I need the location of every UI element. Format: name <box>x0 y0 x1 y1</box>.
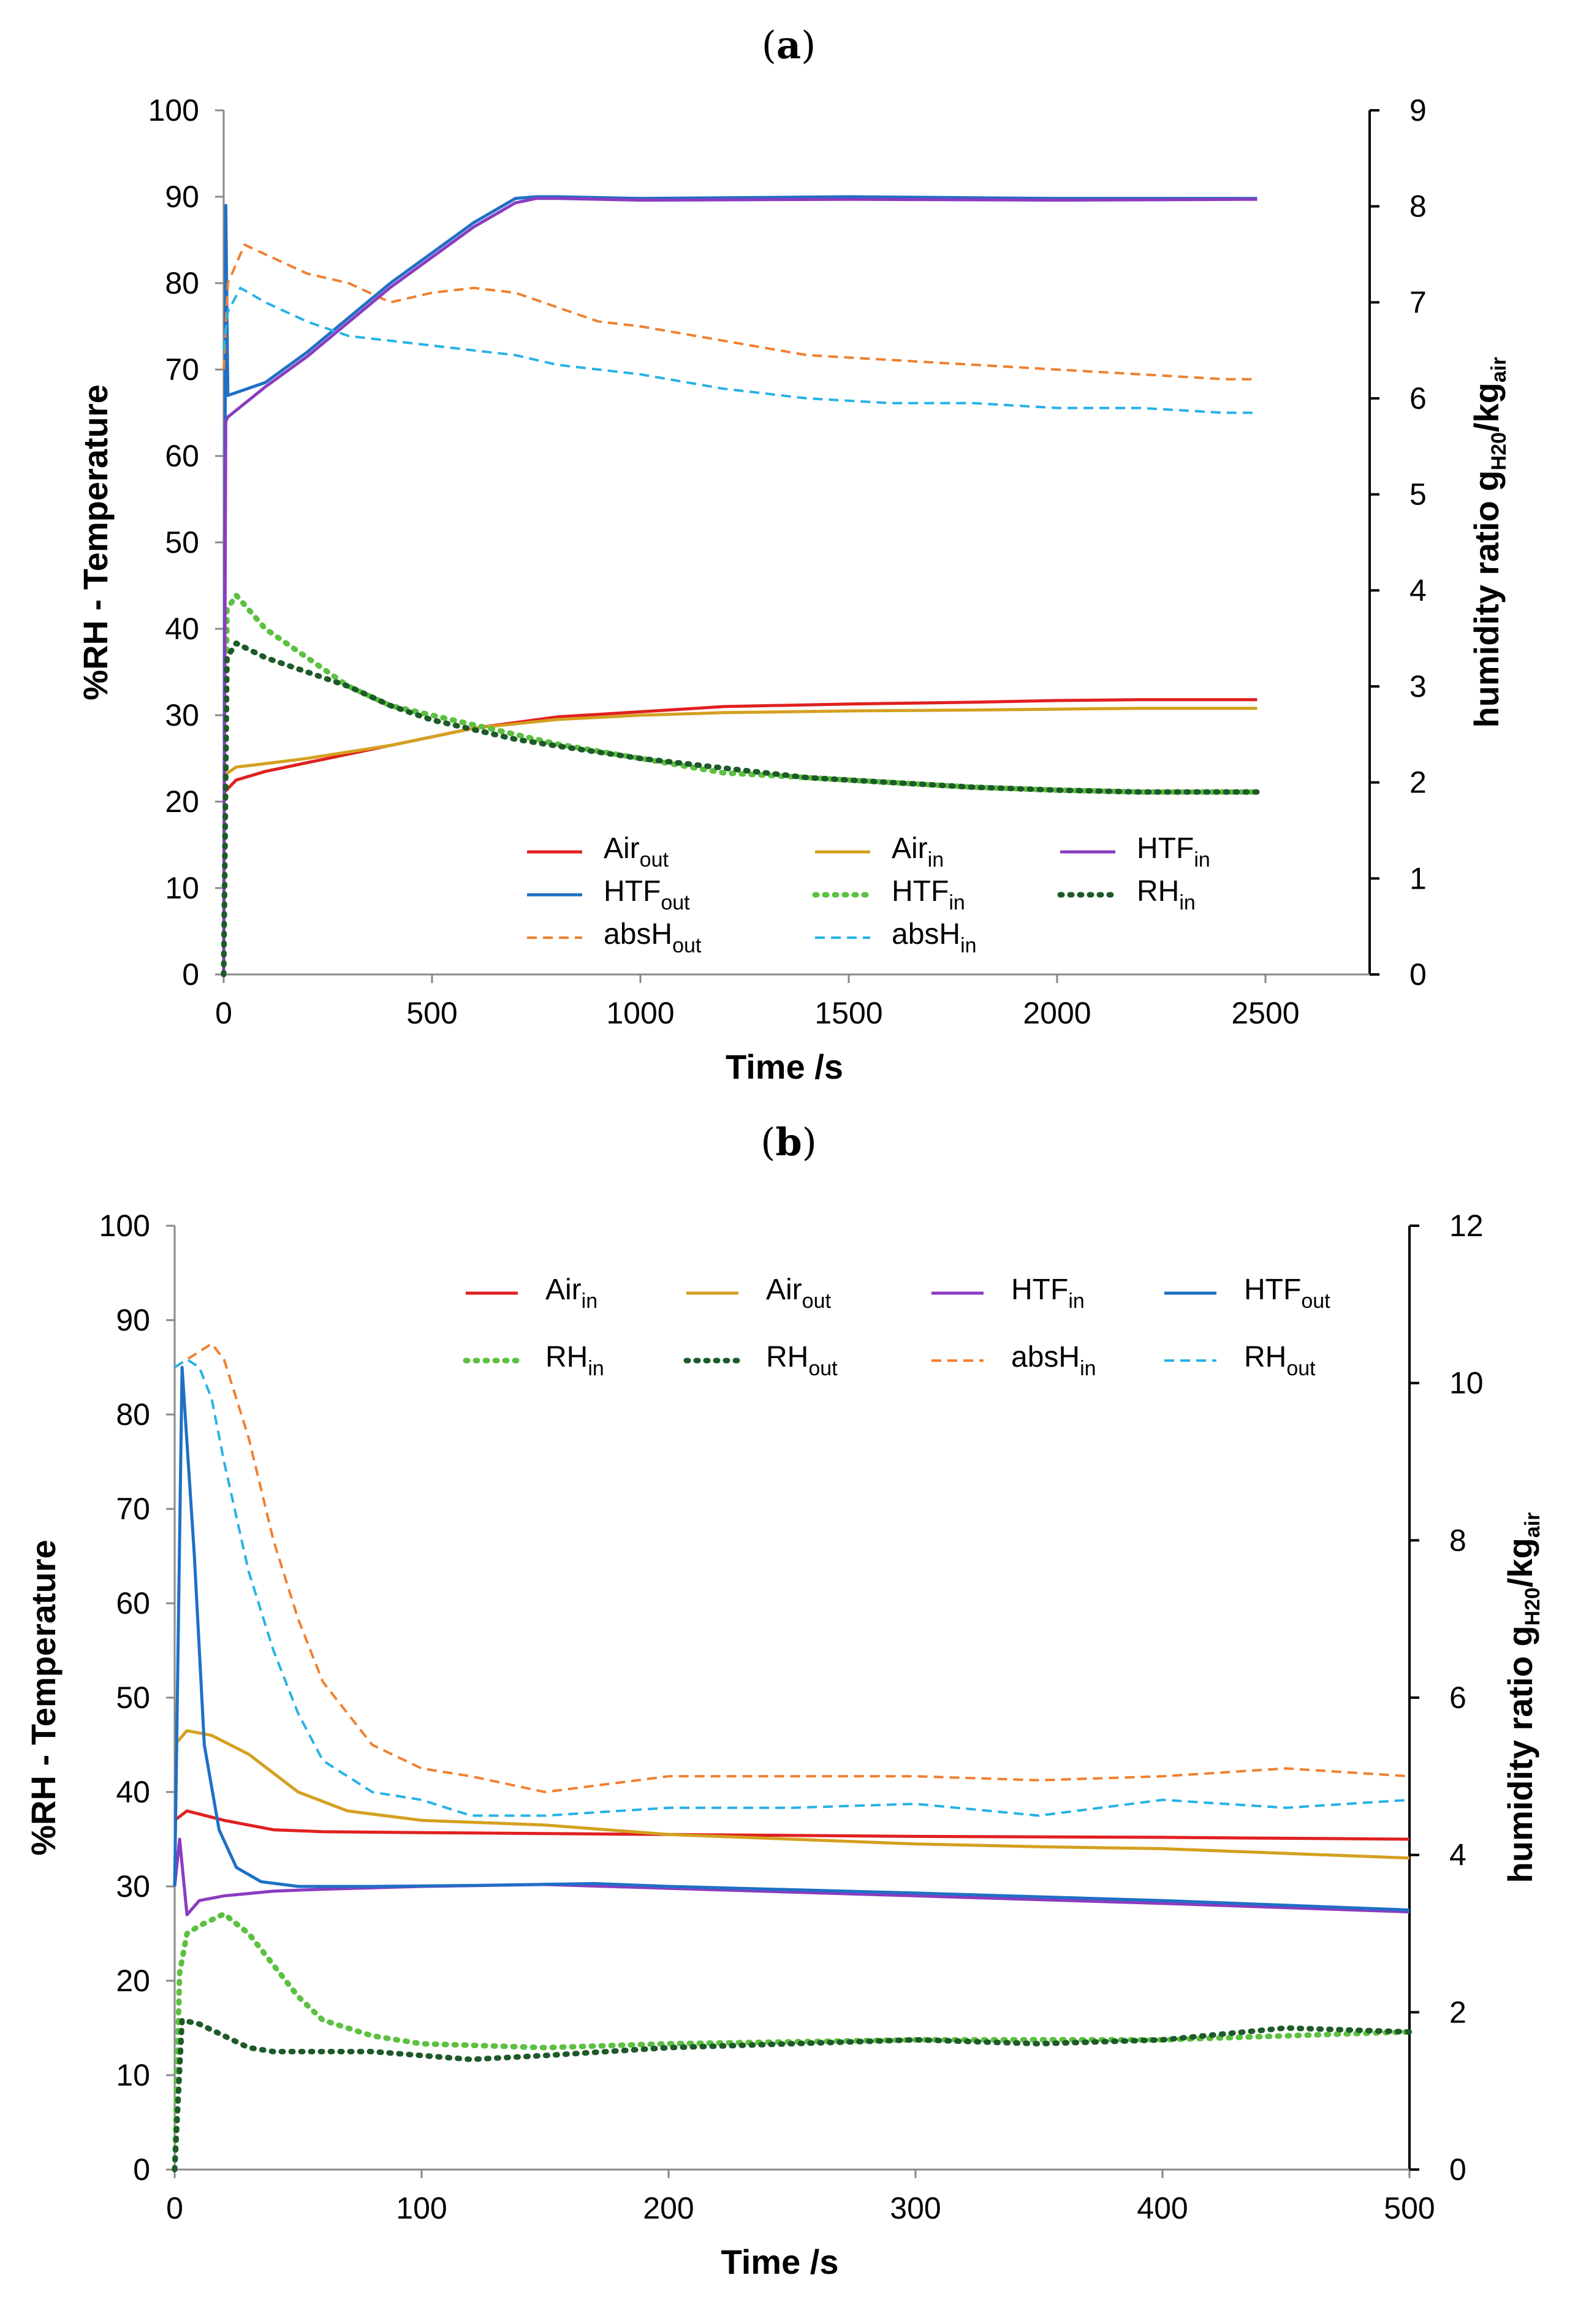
legend-label: HTFin <box>1137 832 1210 872</box>
series-line-rh-out <box>172 2017 1413 2173</box>
y2-tick-label: 9 <box>1409 93 1427 127</box>
y-tick-label: 60 <box>165 439 199 473</box>
y2-tick-label: 8 <box>1449 1523 1466 1557</box>
legend-label: Airin <box>545 1274 597 1313</box>
y2-tick-label: 3 <box>1409 669 1427 704</box>
y2-axis-title: humidity ratio gH20/kgair <box>1467 357 1511 728</box>
y-tick-label: 100 <box>148 93 199 127</box>
x-tick-label: 400 <box>1137 2191 1188 2225</box>
y-tick-label: 80 <box>165 266 199 300</box>
x-tick-label: 0 <box>166 2191 183 2225</box>
y-tick-label: 90 <box>116 1303 150 1337</box>
y2-tick-label: 10 <box>1449 1366 1484 1400</box>
y-tick-label: 10 <box>116 2058 150 2092</box>
x-tick-label: 2500 <box>1231 996 1299 1030</box>
panel-b-label: (b) <box>761 1120 817 1164</box>
x-tick-label: 200 <box>643 2191 694 2225</box>
legend-label: RHout <box>766 1341 838 1380</box>
y-tick-label: 90 <box>165 180 199 214</box>
x-tick-label: 2000 <box>1023 996 1091 1030</box>
legend-label: Airin <box>892 832 944 872</box>
legend-label: HTFin <box>1011 1274 1085 1313</box>
y-tick-label: 0 <box>182 957 199 992</box>
y-tick-label: 70 <box>165 352 199 387</box>
y-tick-label: 20 <box>116 1964 150 1998</box>
series-line-absh-in <box>222 286 1257 414</box>
series-line-absh-in <box>173 1342 1410 1793</box>
y2-tick-label: 2 <box>1449 1995 1466 2029</box>
legend-label: absHin <box>1011 1341 1096 1380</box>
x-tick-label: 300 <box>890 2191 941 2225</box>
y-axis-title: %RH - Temperature <box>76 384 115 701</box>
x-tick-label: 0 <box>215 996 232 1030</box>
legend-label: RHin <box>1137 875 1196 914</box>
y2-tick-label: 5 <box>1409 477 1427 512</box>
series-line-rh-in <box>221 640 1260 978</box>
y2-axis-title: humidity ratio gH20/kgair <box>1501 1513 1544 1883</box>
y-tick-label: 50 <box>165 525 199 560</box>
legend-label: Airout <box>604 832 669 872</box>
legend-label: absHout <box>604 918 702 957</box>
y-tick-label: 10 <box>165 871 199 905</box>
y-tick-label: 20 <box>165 784 199 819</box>
series-line-rh-out <box>173 1358 1410 1817</box>
y-tick-label: 50 <box>116 1680 150 1715</box>
y2-tick-label: 8 <box>1409 189 1427 224</box>
legend-label: RHout <box>1244 1341 1316 1380</box>
series-line-htf-in <box>222 197 1257 975</box>
y-tick-label: 40 <box>116 1775 150 1809</box>
series-line-air-out <box>222 698 1257 794</box>
x-tick-label: 1000 <box>606 996 674 1030</box>
y2-tick-label: 6 <box>1449 1680 1466 1715</box>
y-tick-label: 80 <box>116 1397 150 1432</box>
series-line-htf-out <box>173 1365 1410 1912</box>
y-tick-label: 60 <box>116 1586 150 1620</box>
y-tick-label: 30 <box>116 1869 150 1904</box>
x-tick-label: 500 <box>1384 2191 1435 2225</box>
legend-label: HTFout <box>604 875 690 914</box>
legend-label: absHin <box>892 918 977 957</box>
chart-panel-a: 0 500 1000 1500 2000 250001020304050607080901… <box>76 93 1511 1086</box>
y-tick-label: 100 <box>99 1209 150 1243</box>
series-line-air-in <box>173 1809 1410 1841</box>
y2-tick-label: 12 <box>1449 1209 1484 1243</box>
legend-label: HTFin <box>892 875 965 914</box>
y2-tick-label: 2 <box>1409 765 1427 800</box>
panel-a-label: (a) <box>762 23 816 67</box>
x-axis-title: Time /s <box>726 1047 843 1086</box>
y2-tick-label: 4 <box>1409 573 1427 607</box>
y2-tick-label: 7 <box>1409 285 1427 319</box>
x-tick-label: 500 <box>406 996 457 1030</box>
series-line-air-in <box>222 707 1257 777</box>
y2-tick-label: 0 <box>1449 2152 1466 2187</box>
x-axis-title: Time /s <box>721 2242 839 2281</box>
series-line-htf-in <box>173 1837 1410 1916</box>
x-tick-label: 100 <box>396 2191 447 2225</box>
series-line-air-out <box>173 1729 1410 1860</box>
y-tick-label: 30 <box>165 698 199 732</box>
series-line-htf-out <box>222 195 1257 975</box>
y-tick-label: 70 <box>116 1492 150 1526</box>
y2-tick-label: 1 <box>1409 861 1427 895</box>
y-axis-title: %RH - Temperature <box>24 1540 63 1856</box>
y2-tick-label: 4 <box>1449 1838 1466 1872</box>
x-tick-label: 1500 <box>814 996 882 1030</box>
series-line-htf-in <box>221 592 1260 978</box>
y2-tick-label: 6 <box>1409 381 1427 416</box>
series-line-absh-out <box>222 243 1257 381</box>
legend-label: HTFout <box>1244 1274 1330 1313</box>
legend-label: RHin <box>545 1341 604 1380</box>
y-tick-label: 40 <box>165 612 199 646</box>
chart-panel-b: 0 100 200 300 400 500 0 10 20 30 40 50 60 70 80 90 100 0 2… <box>24 1209 1544 2281</box>
y2-tick-label: 0 <box>1409 957 1427 992</box>
y-tick-label: 0 <box>133 2152 150 2187</box>
legend-label: Airout <box>766 1274 831 1313</box>
